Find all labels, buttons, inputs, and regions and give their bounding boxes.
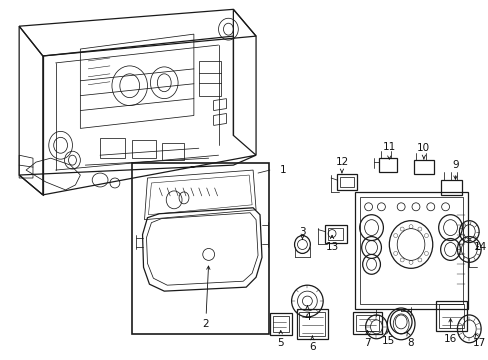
- Text: 7: 7: [364, 330, 370, 348]
- Bar: [413, 160, 433, 174]
- Text: 6: 6: [308, 336, 315, 352]
- Text: 5: 5: [277, 330, 284, 348]
- Text: 16: 16: [443, 319, 456, 344]
- Bar: [100, 138, 124, 158]
- Text: 11: 11: [382, 142, 395, 159]
- Bar: [327, 228, 342, 239]
- Bar: [199, 61, 220, 96]
- Bar: [438, 304, 464, 328]
- Text: 12: 12: [335, 157, 348, 173]
- Text: 15: 15: [381, 330, 394, 346]
- Text: 4: 4: [304, 306, 310, 322]
- Bar: [440, 180, 462, 195]
- Bar: [325, 225, 346, 243]
- Text: 2: 2: [202, 266, 209, 329]
- Text: 8: 8: [406, 332, 413, 348]
- Text: 9: 9: [451, 160, 458, 179]
- Bar: [354, 192, 468, 309]
- Bar: [131, 163, 268, 334]
- Bar: [435, 301, 467, 331]
- Bar: [352, 312, 382, 334]
- Bar: [162, 143, 183, 160]
- Bar: [269, 313, 291, 335]
- Bar: [355, 315, 379, 331]
- Bar: [359, 197, 463, 304]
- Text: 13: 13: [325, 235, 338, 252]
- Text: 10: 10: [416, 143, 429, 159]
- Text: 17: 17: [471, 334, 485, 348]
- Bar: [336, 174, 356, 190]
- Bar: [299, 312, 325, 336]
- Bar: [272, 316, 288, 332]
- Bar: [379, 158, 396, 172]
- Text: 3: 3: [299, 226, 305, 239]
- Text: 14: 14: [472, 243, 486, 252]
- Bar: [339, 177, 353, 187]
- Text: 1: 1: [279, 165, 285, 175]
- Bar: [296, 309, 327, 339]
- Bar: [131, 140, 156, 158]
